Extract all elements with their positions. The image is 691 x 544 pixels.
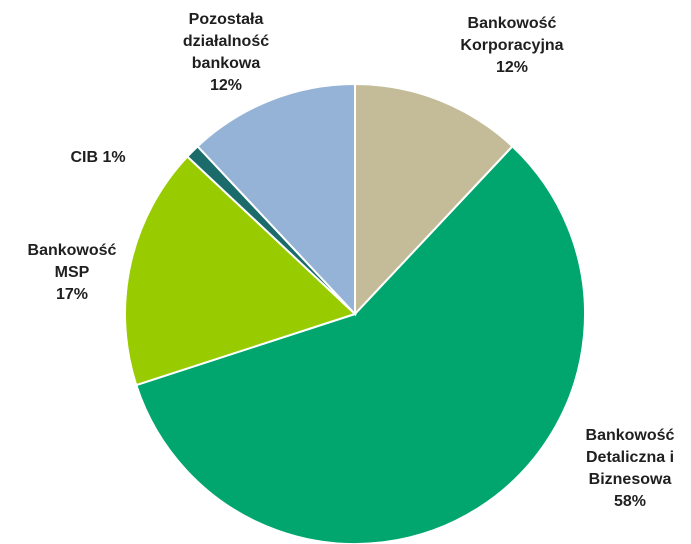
pie-slice-1 xyxy=(354,82,514,317)
pie-slices xyxy=(124,82,587,544)
slice-label-line: Korporacyjna xyxy=(460,37,563,54)
pie-slice-5 xyxy=(196,82,356,317)
slice-label-line: Bankowość xyxy=(468,15,557,32)
slice-label-line: Bankowość xyxy=(28,242,117,259)
slice-label-line: 58% xyxy=(614,493,646,510)
slice-label-2: Bankowość Detaliczna i Biznesowa 58% xyxy=(586,427,675,510)
slice-label-3: Bankowość MSP 17% xyxy=(28,242,117,303)
slice-label-line: CIB 1% xyxy=(70,149,125,166)
slice-label-line: Detaliczna i xyxy=(586,449,674,466)
slice-label-1: Bankowość Korporacyjna 12% xyxy=(460,15,563,76)
slice-label-4: CIB 1% xyxy=(70,149,125,166)
pie-labels: Bankowość Korporacyjna 12% Bankowość Detalic… xyxy=(28,11,675,510)
slice-label-line: MSP xyxy=(55,264,90,281)
slice-label-line: Bankowość xyxy=(586,427,675,444)
slice-label-line: działalność xyxy=(183,33,269,50)
slice-label-line: Pozostała xyxy=(189,11,264,28)
slice-label-5: Pozostała działalność bankowa 12% xyxy=(183,11,269,94)
slice-label-line: 12% xyxy=(210,77,242,94)
slice-label-line: Biznesowa xyxy=(589,471,672,488)
slice-label-line: bankowa xyxy=(192,55,261,72)
pie-slice-2 xyxy=(134,144,587,544)
pie-slice-3 xyxy=(124,155,357,387)
slice-label-line: 17% xyxy=(56,286,88,303)
slice-label-line: 12% xyxy=(496,59,528,76)
